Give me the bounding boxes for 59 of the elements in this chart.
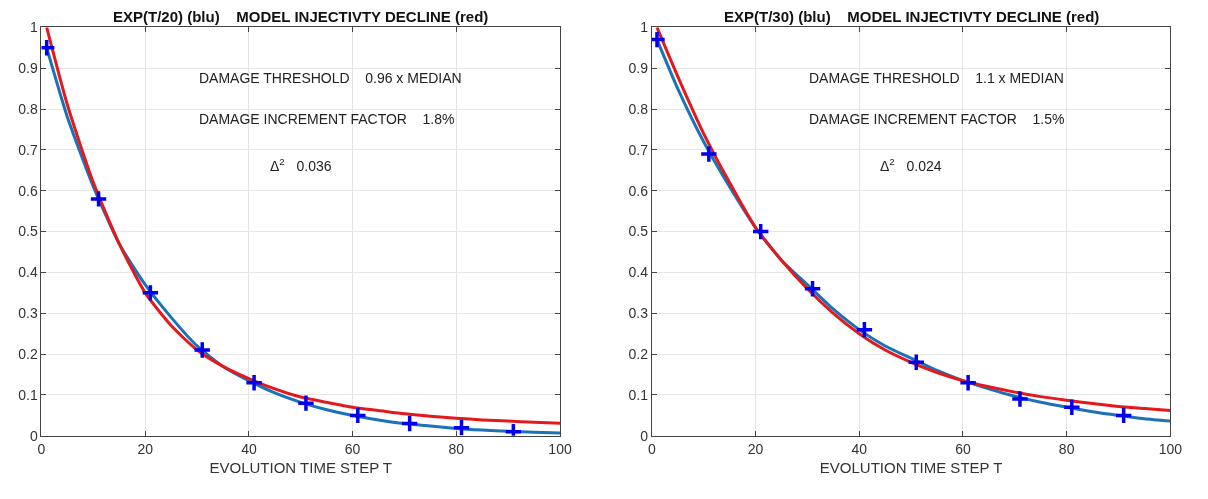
y-tick-label: 0.2: [18, 346, 38, 363]
y-tick-label: 0.4: [628, 264, 649, 281]
x-tick-label: 80: [1058, 440, 1075, 457]
point: [244, 373, 264, 393]
y-tick-label: 0.8: [18, 100, 38, 117]
point: [854, 320, 874, 340]
x-tick-label: 100: [1158, 440, 1183, 457]
point: [803, 279, 822, 299]
y-tick-label: 0.7: [18, 141, 38, 158]
point: [400, 414, 420, 434]
y-tick-label: 0.3: [18, 305, 38, 322]
x-tick-label: 40: [851, 440, 868, 457]
y-tick-label: 0.5: [18, 223, 38, 240]
y-tick-label: 0.6: [18, 182, 38, 199]
annotation: DAMAGE INCREMENT FACTOR 1.5%: [809, 111, 1065, 127]
y-tick-label: 0.4: [18, 264, 38, 281]
point: [906, 352, 926, 372]
x-tick-label: 100: [548, 440, 572, 457]
y-tick-label: 0.9: [628, 60, 649, 77]
y-tick-label: 1: [640, 19, 649, 36]
point: [751, 222, 771, 242]
x-tick-label: 20: [137, 440, 154, 457]
point: [348, 405, 368, 425]
point: [89, 189, 108, 209]
x-tick-label: 20: [747, 440, 764, 457]
chart-title: EXP(T/20) (blu) MODEL INJECTIVTY DECLINE (red): [113, 8, 489, 25]
x-axis-title: EVOLUTION TIME STEP T: [819, 458, 1003, 476]
y-tick-label: 0: [640, 427, 649, 444]
y-tick-label: 0: [29, 427, 38, 444]
point: [1062, 397, 1082, 417]
y-tick-label: 0.6: [628, 182, 649, 199]
point: [452, 418, 471, 436]
x-tick-label: 60: [955, 440, 971, 457]
x-tick-label: 60: [344, 440, 361, 457]
y-tick-label: 0.9: [18, 60, 38, 77]
point: [1114, 405, 1134, 425]
point: [296, 393, 316, 413]
y-tick-label: 0.1: [628, 386, 649, 403]
y-tick-label: 0.1: [18, 386, 38, 403]
y-tick-label: 0.7: [628, 141, 649, 158]
annotation: DAMAGE INCREMENT FACTOR 1.8%: [199, 111, 455, 127]
annotation: Δ$^{2}$ 0.036: [270, 156, 332, 174]
x-tick-label: 40: [241, 440, 257, 457]
annotation: Δ$^{2}$ 0.024: [880, 156, 942, 174]
annotation: DAMAGE THRESHOLD 0.96 x MEDIAN: [199, 70, 462, 86]
y-tick-label: 0.2: [628, 346, 649, 363]
chart-title: EXP(T/30) (blu) MODEL INJECTIVTY DECLINE (red): [724, 8, 1100, 25]
y-tick-label: 1: [29, 19, 38, 36]
x-tick-label: 80: [448, 440, 465, 457]
x-axis-title: EVOLUTION TIME STEP T: [209, 458, 393, 476]
y-tick-label: 0.3: [628, 305, 649, 322]
point: [958, 373, 978, 393]
point: [699, 144, 719, 164]
point: [1010, 389, 1030, 409]
y-tick-label: 0.8: [628, 100, 649, 117]
annotation: DAMAGE THRESHOLD 1.1 x MEDIAN: [809, 70, 1064, 86]
point: [140, 283, 160, 303]
point: [192, 340, 212, 360]
y-tick-label: 0.5: [628, 223, 649, 240]
